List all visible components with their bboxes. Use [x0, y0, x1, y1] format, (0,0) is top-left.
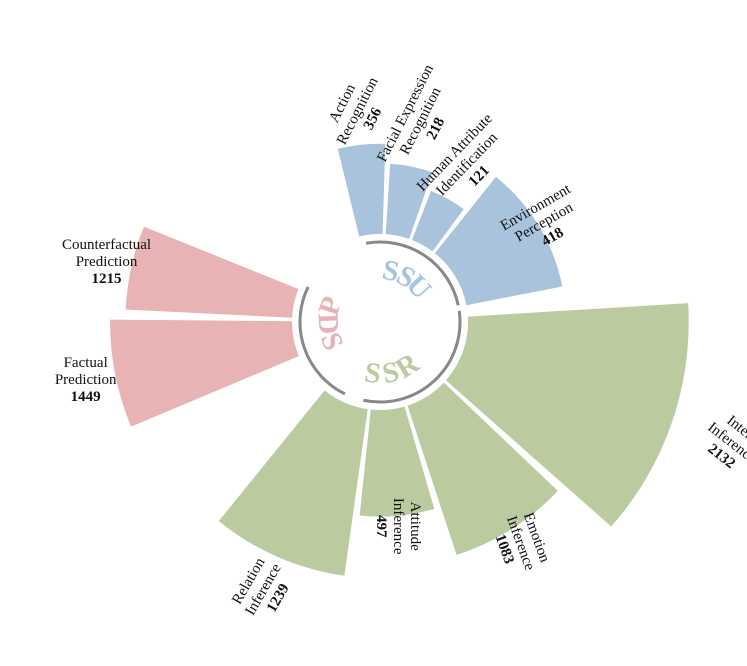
label-text: Attitude — [407, 502, 423, 552]
bar-action-recognition — [337, 143, 386, 237]
label-value: 1449 — [71, 389, 101, 405]
group-letter-ssr-0: S — [363, 357, 383, 391]
bar-emotion-inference — [407, 382, 558, 556]
group-letter-ssr-1: S — [380, 356, 402, 391]
bar-intent-inference — [445, 303, 689, 527]
bar-relation-inference — [218, 390, 368, 576]
bar-counterfactual-prediction — [125, 226, 299, 318]
label-text: Prediction — [76, 254, 138, 270]
label-text: Prediction — [55, 372, 117, 388]
label-text: Counterfactual — [62, 237, 151, 253]
group-letter-ssu-0: S — [380, 254, 402, 289]
group-arc-ssu — [365, 240, 460, 306]
bar-environment-perception — [434, 176, 563, 306]
group-arcs — [298, 240, 462, 404]
bars — [110, 143, 689, 576]
bar-attitude-inference — [359, 406, 435, 517]
label-value: 497 — [373, 515, 389, 538]
bar-human-attribute-identification — [411, 191, 464, 252]
group-arc-sdp — [298, 286, 346, 396]
bar-facial-expression-recognition — [385, 163, 433, 239]
group-arc-ssr — [363, 310, 462, 404]
group-letter-sdp-1: D — [312, 313, 345, 335]
bar-factual-prediction — [110, 319, 299, 427]
label-value: 1215 — [92, 271, 122, 287]
label-text: Factual — [64, 355, 108, 371]
label-text: Inference — [390, 498, 406, 555]
